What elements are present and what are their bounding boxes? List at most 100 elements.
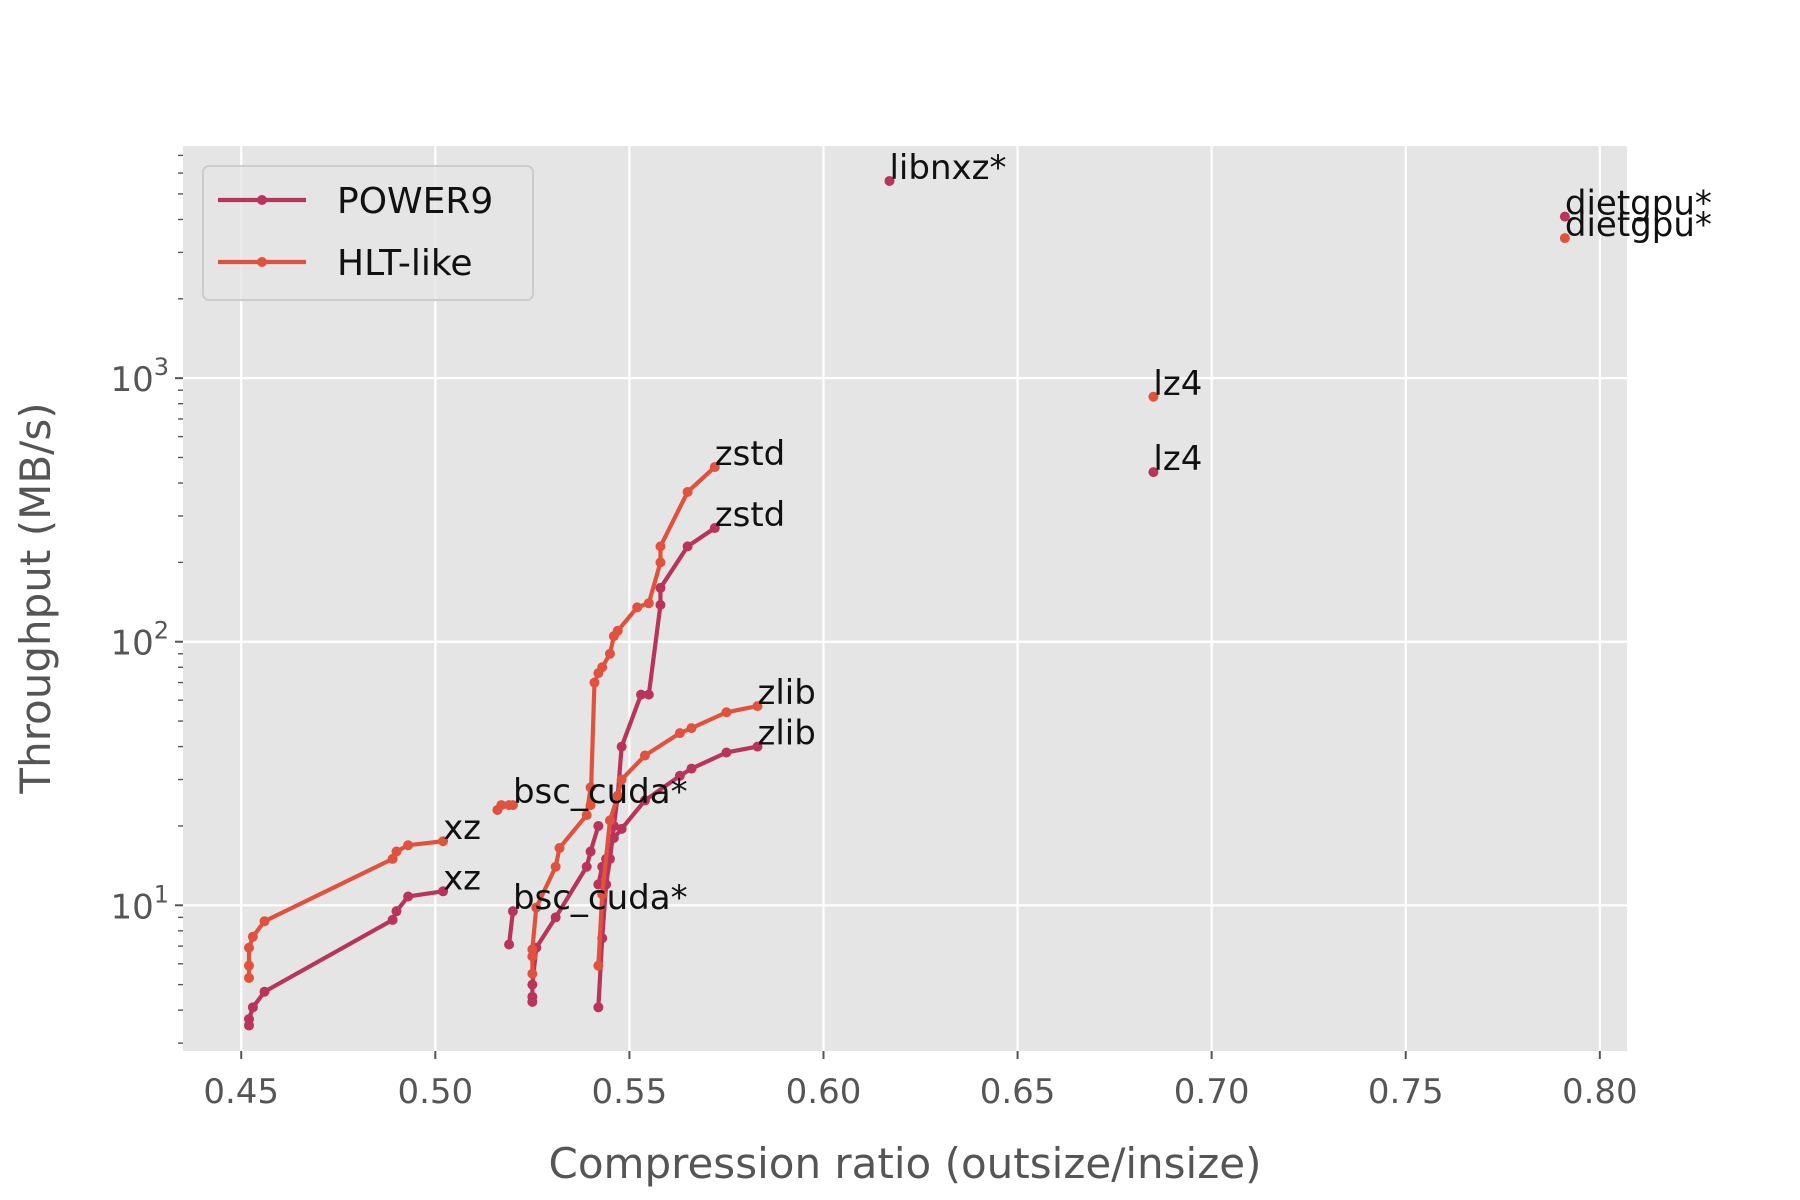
data-point xyxy=(752,701,763,712)
legend-entry: HLT-like xyxy=(337,243,473,284)
data-point xyxy=(632,602,643,613)
legend-entry: POWER9 xyxy=(337,181,493,222)
data-point xyxy=(721,747,732,758)
data-point xyxy=(593,960,604,971)
data-point xyxy=(259,916,270,927)
y-tick-base: 10 xyxy=(110,360,153,400)
data-point xyxy=(643,598,654,609)
annotation-label: dietgpu* xyxy=(1565,205,1712,245)
data-point xyxy=(585,800,596,811)
y-tick-label: 101 xyxy=(110,880,169,927)
data-point xyxy=(686,723,697,734)
legend-marker xyxy=(257,257,267,267)
data-point xyxy=(243,1014,254,1025)
series-line xyxy=(596,703,760,968)
data-point xyxy=(243,942,254,953)
y-tick-base: 10 xyxy=(110,887,153,927)
data-point xyxy=(884,175,895,186)
data-point xyxy=(655,557,666,568)
annotation-label: libnxz* xyxy=(889,148,1006,188)
data-point xyxy=(643,689,654,700)
data-point xyxy=(636,689,647,700)
data-point xyxy=(597,889,608,900)
x-tick-label: 0.55 xyxy=(592,1072,668,1112)
annotation-label: dietgpu* xyxy=(1565,184,1712,224)
data-point xyxy=(589,677,600,688)
annotation-label: xz xyxy=(443,808,481,848)
data-point xyxy=(616,823,627,834)
x-tick-label: 0.45 xyxy=(203,1072,279,1112)
series-line xyxy=(506,909,516,947)
x-axis-label: Compression ratio (outsize/insize) xyxy=(549,1139,1262,1188)
data-point xyxy=(504,939,515,950)
data-point xyxy=(496,800,507,811)
data-point xyxy=(554,842,565,853)
data-point xyxy=(709,462,720,473)
series-layer xyxy=(243,175,1570,1031)
data-point xyxy=(593,820,604,831)
annotation-label: lz4 xyxy=(1153,364,1202,404)
data-point xyxy=(721,707,732,718)
annotation-layer: libnxz* dietgpu*dietgpu* lz4 lz4 zstd zstd zli… xyxy=(443,148,1712,918)
data-point xyxy=(616,741,627,752)
y-axis-label: Throughput (MB/s) xyxy=(11,402,60,794)
legend-marker xyxy=(257,195,267,205)
data-point xyxy=(604,648,615,659)
data-point xyxy=(593,879,604,890)
data-point xyxy=(682,486,693,497)
data-point xyxy=(1559,211,1570,222)
data-point xyxy=(391,846,402,857)
data-point xyxy=(1559,233,1570,244)
data-point xyxy=(550,912,561,923)
y-tick-label: 103 xyxy=(110,353,169,400)
data-point xyxy=(1148,391,1159,402)
data-point xyxy=(387,853,398,864)
data-point xyxy=(507,906,518,917)
data-point xyxy=(259,986,270,997)
data-point xyxy=(655,541,666,552)
data-point xyxy=(550,861,561,872)
data-point xyxy=(247,931,258,942)
data-point xyxy=(616,774,627,785)
x-tick-label: 0.60 xyxy=(786,1072,862,1112)
data-point xyxy=(752,741,763,752)
data-point xyxy=(527,968,538,979)
data-point xyxy=(593,1002,604,1013)
data-point xyxy=(655,599,666,610)
data-point xyxy=(438,886,449,897)
data-point xyxy=(686,763,697,774)
annotation-label: zstd xyxy=(715,434,785,474)
x-tick-label: 0.65 xyxy=(980,1072,1056,1112)
x-tick-label: 0.50 xyxy=(397,1072,473,1112)
data-point xyxy=(639,750,650,761)
data-point xyxy=(527,951,538,962)
data-point xyxy=(531,902,542,913)
data-point xyxy=(527,979,538,990)
y-tick-exponent: 2 xyxy=(154,617,169,645)
x-tick-label: 0.70 xyxy=(1174,1072,1250,1112)
data-point xyxy=(608,833,619,844)
data-point xyxy=(581,810,592,821)
annotation-label: bsc_cuda* xyxy=(513,772,688,812)
data-point xyxy=(655,582,666,593)
data-point xyxy=(597,662,608,673)
x-axis: 0.45 0.50 0.55 0.60 0.65 0.70 0.75 0.80 xyxy=(203,1051,1638,1112)
data-point xyxy=(612,625,623,636)
y-tick-exponent: 1 xyxy=(154,880,169,908)
x-tick-label: 0.75 xyxy=(1368,1072,1444,1112)
annotation-label: xz xyxy=(443,858,481,898)
data-point xyxy=(403,891,414,902)
data-point xyxy=(391,906,402,917)
grid xyxy=(183,146,1627,1051)
legend: POWER9 HLT-like xyxy=(202,165,534,301)
data-point xyxy=(604,815,615,826)
data-point xyxy=(674,770,685,781)
data-point xyxy=(709,523,720,534)
data-point xyxy=(243,972,254,983)
data-point xyxy=(1148,467,1159,478)
data-point xyxy=(403,840,414,851)
y-tick-exponent: 3 xyxy=(154,353,169,381)
y-tick-base: 10 xyxy=(110,624,153,664)
